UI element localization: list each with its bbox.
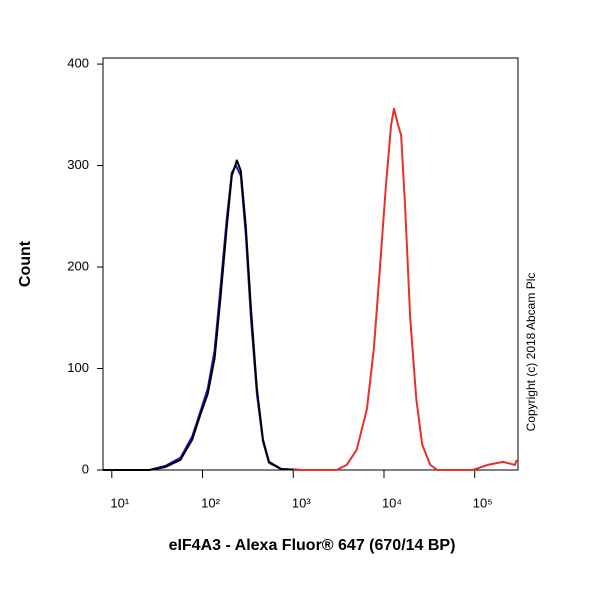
y-axis-label: Count [17,240,34,287]
y-tick-label: 100 [67,360,89,375]
x-tick-label: 10¹ [110,495,129,510]
x-tick-label: 10⁴ [382,495,402,510]
x-tick-label: 10³ [292,495,311,510]
y-tick-label: 300 [67,157,89,172]
x-tick-label: 10² [201,495,220,510]
x-axis-label: eIF4A3 - Alexa Fluor® 647 (670/14 BP) [169,537,456,554]
y-tick-label: 400 [67,56,89,71]
series-line [293,107,518,471]
y-tick-label: 0 [82,461,89,476]
plot-frame [102,57,519,471]
series-line [103,164,302,471]
series-line [103,159,302,471]
copyright: Copyright (c) 2018 Abcam Plc [524,273,538,432]
x-tick-label: 10⁵ [473,495,493,510]
y-tick-label: 200 [67,258,89,273]
